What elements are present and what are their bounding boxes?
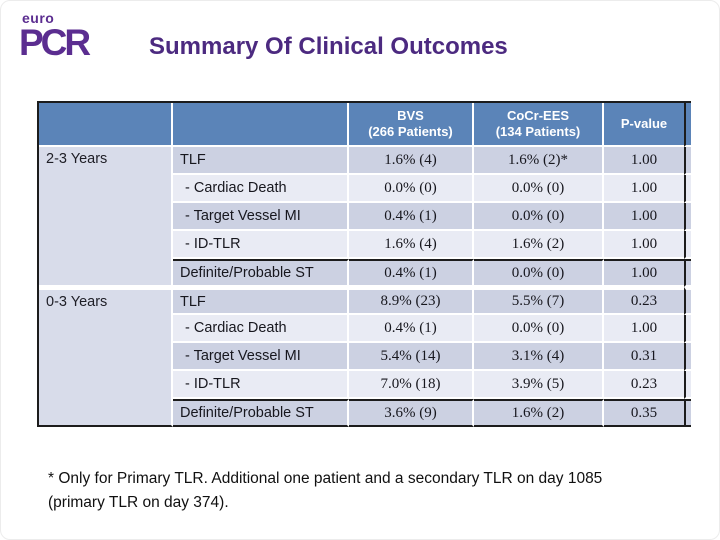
p-value-cell: 0.23: [604, 371, 684, 399]
clipped-sliver-cell: [684, 399, 691, 427]
logo-pcr-text: PCR: [19, 22, 91, 63]
p-value-cell: 1.00: [604, 231, 684, 259]
bvs-value-cell: 5.4% (14): [349, 343, 474, 371]
bvs-value-cell: 0.4% (1): [349, 259, 474, 287]
header-p-value: P-value: [604, 103, 684, 147]
cocr-value-cell: 0.0% (0): [474, 203, 604, 231]
endpoint-label-cell: - Cardiac Death: [173, 315, 349, 343]
header-blank-label: [173, 103, 349, 147]
p-value-cell: 1.00: [604, 147, 684, 175]
cocr-value-cell: 1.6% (2): [474, 399, 604, 427]
footnote-line2: (primary TLR on day 374).: [48, 494, 229, 512]
table-row: - Target Vessel MI 0.4% (1) 0.0% (0) 1.00: [39, 203, 691, 231]
cocr-value-cell: 1.6% (2): [474, 231, 604, 259]
header-cocr-n: (134 Patients): [495, 124, 581, 139]
bvs-value-cell: 0.0% (0): [349, 175, 474, 203]
bvs-value-cell: 0.4% (1): [349, 315, 474, 343]
table-row: - Cardiac Death 0.0% (0) 0.0% (0) 1.00: [39, 175, 691, 203]
clipped-sliver-cell: [684, 203, 691, 231]
clinical-outcomes-table: BVS (266 Patients) CoCr-EES (134 Patient…: [37, 101, 691, 427]
outcomes-table-body: 2-3 Years TLF 1.6% (4) 1.6% (2)* 1.00- Cardi…: [39, 147, 691, 427]
table-header-row: BVS (266 Patients) CoCr-EES (134 Patient…: [39, 103, 691, 147]
bvs-value-cell: 7.0% (18): [349, 371, 474, 399]
table-row: - Cardiac Death 0.4% (1) 0.0% (0) 1.00: [39, 315, 691, 343]
cocr-value-cell: 5.5% (7): [474, 287, 604, 315]
endpoint-label-cell: TLF: [173, 287, 349, 315]
endpoint-label-cell: Definite/Probable ST: [173, 399, 349, 427]
p-value-cell: 1.00: [604, 259, 684, 287]
clipped-sliver-cell: [684, 343, 691, 371]
europcr-logo: euro PCR: [19, 10, 91, 63]
cocr-value-cell: 0.0% (0): [474, 315, 604, 343]
table-row: - Target Vessel MI 5.4% (14) 3.1% (4) 0.31: [39, 343, 691, 371]
logo-euro-text: euro: [22, 10, 55, 26]
clipped-sliver-cell: [684, 287, 691, 315]
table-row: - ID-TLR 7.0% (18) 3.9% (5) 0.23: [39, 371, 691, 399]
endpoint-label-cell: - Target Vessel MI: [173, 343, 349, 371]
cocr-value-cell: 3.1% (4): [474, 343, 604, 371]
bvs-value-cell: 1.6% (4): [349, 147, 474, 175]
table-row: Definite/Probable ST 3.6% (9) 1.6% (2) 0.35: [39, 399, 691, 427]
bvs-value-cell: 3.6% (9): [349, 399, 474, 427]
table-row: Definite/Probable ST 0.4% (1) 0.0% (0) 1.00: [39, 259, 691, 287]
header-cocr-name: CoCr-EES: [506, 107, 570, 123]
p-value-cell: 0.35: [604, 399, 684, 427]
header-bvs-n: (266 Patients): [368, 124, 453, 139]
endpoint-label-cell: Definite/Probable ST: [173, 259, 349, 287]
endpoint-label-cell: - Cardiac Death: [173, 175, 349, 203]
period-cell: 2-3 Years: [39, 147, 173, 287]
table-row: 2-3 Years TLF 1.6% (4) 1.6% (2)* 1.00: [39, 147, 691, 287]
endpoint-label-cell: - ID-TLR: [173, 371, 349, 399]
header-blank-period: [39, 103, 173, 147]
cocr-value-cell: 1.6% (2)*: [474, 147, 604, 175]
header-clipped-sliver: [684, 103, 691, 147]
clipped-sliver-cell: [684, 259, 691, 287]
header-bvs-name: BVS: [397, 107, 424, 123]
page-title: Summary Of Clinical Outcomes: [149, 33, 508, 60]
clipped-sliver-cell: [684, 371, 691, 399]
p-value-cell: 1.00: [604, 203, 684, 231]
p-value-cell: 1.00: [604, 315, 684, 343]
cocr-value-cell: 0.0% (0): [474, 259, 604, 287]
endpoint-label-cell: - Target Vessel MI: [173, 203, 349, 231]
p-value-cell: 1.00: [604, 175, 684, 203]
bvs-value-cell: 1.6% (4): [349, 231, 474, 259]
clipped-sliver-cell: [684, 315, 691, 343]
table-row: 0-3 Years TLF 8.9% (23) 5.5% (7) 0.23: [39, 287, 691, 427]
endpoint-label-cell: TLF: [173, 147, 349, 175]
table-row: - ID-TLR 1.6% (4) 1.6% (2) 1.00: [39, 231, 691, 259]
clipped-sliver-cell: [684, 147, 691, 175]
p-value-cell: 0.23: [604, 287, 684, 315]
footnote-line1: * Only for Primary TLR. Additional one p…: [48, 470, 603, 487]
header-cocr: CoCr-EES (134 Patients): [474, 103, 604, 147]
p-value-cell: 0.31: [604, 343, 684, 371]
header-bvs: BVS (266 Patients): [349, 103, 474, 147]
period-cell: 0-3 Years: [39, 287, 173, 427]
clipped-sliver-cell: [684, 175, 691, 203]
footnote: * Only for Primary TLR. Additional one p…: [48, 467, 602, 515]
bvs-value-cell: 0.4% (1): [349, 203, 474, 231]
bvs-value-cell: 8.9% (23): [349, 287, 474, 315]
endpoint-label-cell: - ID-TLR: [173, 231, 349, 259]
cocr-value-cell: 0.0% (0): [474, 175, 604, 203]
clipped-sliver-cell: [684, 231, 691, 259]
cocr-value-cell: 3.9% (5): [474, 371, 604, 399]
